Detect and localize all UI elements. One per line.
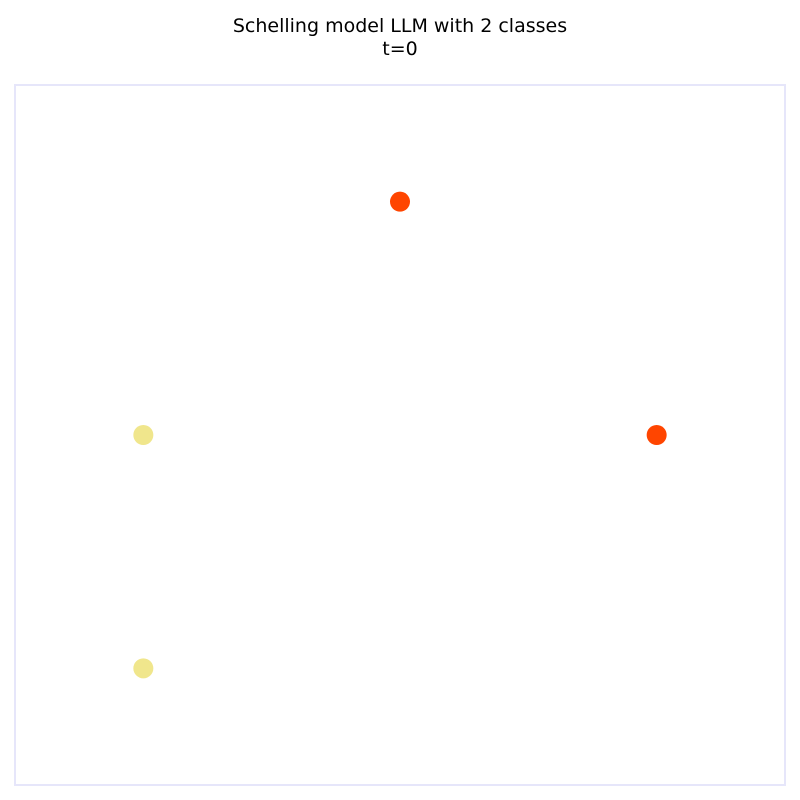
scatter-point-class-1-2: [646, 425, 667, 445]
scatter-point-class-2-1: [133, 425, 154, 445]
scatter-point-class-2-2: [133, 658, 154, 679]
plot-frame: [14, 84, 786, 786]
scatter-point-class-1-1: [390, 191, 410, 212]
chart-subtitle: t=0: [382, 38, 418, 60]
chart-title: Schelling model LLM with 2 classes: [232, 15, 568, 37]
points-layer: [133, 191, 667, 679]
